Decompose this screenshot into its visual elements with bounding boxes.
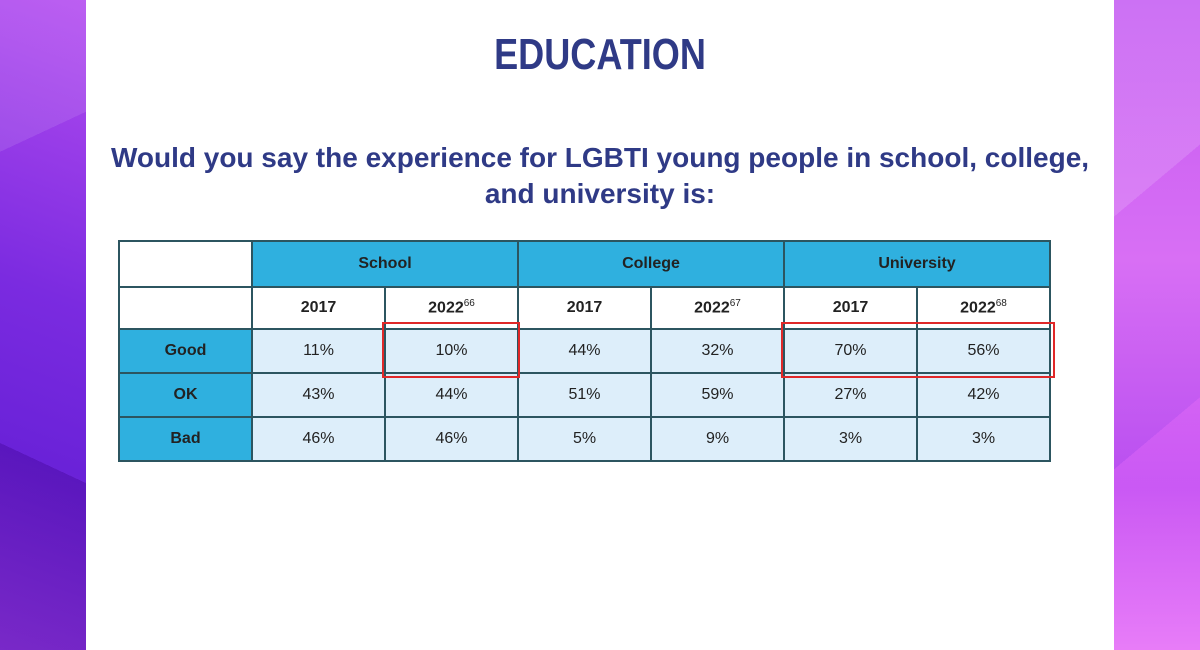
row-label: Bad xyxy=(118,416,253,462)
year-header: 2017 xyxy=(517,286,652,330)
footnote-ref: 66 xyxy=(463,298,475,310)
background-left-panel xyxy=(0,0,86,650)
table-cell: 3% xyxy=(916,416,1051,462)
table-cell: 46% xyxy=(251,416,386,462)
table-cell: 44% xyxy=(384,372,519,418)
group-header-college: College xyxy=(517,240,785,288)
table-row-ok: OK 43% 44% 51% 59% 27% 42% xyxy=(118,372,1051,418)
survey-question: Would you say the experience for LGBTI y… xyxy=(110,142,1090,209)
table-cell: 51% xyxy=(517,372,652,418)
table-cell: 70% xyxy=(783,328,918,374)
table-cell: 5% xyxy=(517,416,652,462)
year-label: 2022 xyxy=(428,299,464,317)
table-cell: 46% xyxy=(384,416,519,462)
empty-corner xyxy=(118,286,253,330)
table-cell: 3% xyxy=(783,416,918,462)
row-label: OK xyxy=(118,372,253,418)
year-label: 2017 xyxy=(300,299,337,316)
table-cell: 44% xyxy=(517,328,652,374)
table-cell: 11% xyxy=(251,328,386,374)
table-cell: 32% xyxy=(650,328,785,374)
year-label: 2022 xyxy=(694,299,730,317)
table-cell: 43% xyxy=(251,372,386,418)
slide-title: EDUCATION xyxy=(494,30,706,79)
table-cell: 42% xyxy=(916,372,1051,418)
year-label: 2017 xyxy=(832,299,869,316)
year-header-row: 2017 202266 2017 202267 2017 202268 xyxy=(118,286,1051,330)
group-header-university: University xyxy=(783,240,1051,288)
highlight-box-school-2022 xyxy=(382,322,520,378)
empty-corner xyxy=(118,240,253,288)
slide: EDUCATION Would you say the experience f… xyxy=(86,0,1114,650)
table-row-bad: Bad 46% 46% 5% 9% 3% 3% xyxy=(118,416,1051,462)
table-cell: 56% xyxy=(916,328,1051,374)
table-cell: 27% xyxy=(783,372,918,418)
table-cell: 9% xyxy=(650,416,785,462)
table-row-good: Good 11% 10% 44% 32% 70% 56% xyxy=(118,328,1051,374)
year-label: 2017 xyxy=(566,299,603,316)
row-label: Good xyxy=(118,328,253,374)
table-cell: 59% xyxy=(650,372,785,418)
year-header: 202267 xyxy=(650,286,785,330)
table-cell: 10% xyxy=(384,328,519,374)
group-header-school: School xyxy=(251,240,519,288)
footnote-ref: 67 xyxy=(729,298,741,310)
education-table: School College University 2017 202266 20… xyxy=(118,240,1051,462)
highlight-box-university xyxy=(781,322,1055,378)
year-header: 2017 xyxy=(251,286,386,330)
footnote-ref: 68 xyxy=(995,298,1007,310)
background-right-panel xyxy=(1114,0,1200,650)
year-label: 2022 xyxy=(960,299,996,317)
group-header-row: School College University xyxy=(118,240,1051,288)
